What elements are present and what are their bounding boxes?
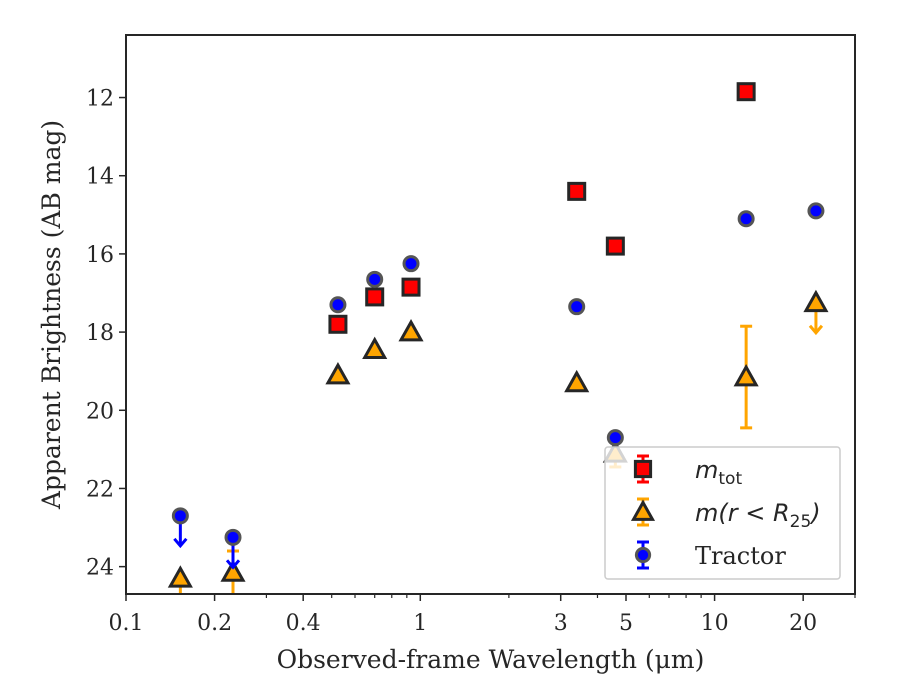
point-marker: [803, 289, 829, 313]
upper-limit-arrowhead: [808, 324, 824, 336]
legend-box: [604, 446, 841, 580]
upper-limit-arrowhead: [225, 559, 241, 570]
x-tick-label: 1: [413, 611, 427, 636]
y-axis-label: Apparent Brightness (AB mag): [37, 120, 66, 510]
plot-frame: [125, 34, 856, 595]
point-marker: [736, 82, 756, 102]
y-tick-label: 22: [86, 477, 114, 502]
point-marker: [362, 336, 388, 359]
series-m-r-r-25-: [167, 289, 829, 594]
legend-entry: Tractor: [634, 540, 786, 570]
legend-label: m(r < R25): [695, 499, 821, 532]
x-tick-label: 0.1: [109, 611, 144, 636]
point-marker: [633, 459, 653, 479]
point-marker: [630, 499, 656, 521]
series-tractor: [171, 202, 825, 570]
point-marker: [733, 363, 759, 387]
point-marker: [398, 319, 424, 342]
legend-entry: mtot: [633, 454, 742, 489]
point-marker: [807, 202, 825, 220]
legend-label: Tractor: [695, 542, 786, 570]
point-marker: [365, 287, 385, 307]
x-tick-label: 20: [789, 611, 817, 636]
series-m-tot: [328, 82, 756, 334]
x-tick-label: 0.4: [286, 611, 321, 636]
point-marker: [737, 210, 755, 228]
point-marker: [564, 369, 590, 393]
y-tick-label: 14: [86, 165, 114, 190]
point-marker: [171, 507, 189, 525]
x-axis-label: Observed-frame Wavelength (μm): [277, 645, 705, 674]
x-tick-label: 0.2: [197, 611, 232, 636]
point-marker: [401, 277, 421, 297]
x-tick-label: 5: [619, 611, 633, 636]
point-marker: [634, 546, 652, 564]
axis-ticks: 0.1 0.2 0.4 1 3 5 10 20 12 14 16 18 20 22 24: [86, 87, 856, 636]
x-tick-label: 10: [701, 611, 729, 636]
point-marker: [366, 270, 384, 288]
y-tick-label: 18: [86, 321, 114, 346]
y-tick-label: 20: [86, 399, 114, 424]
plot-points: [167, 82, 829, 594]
point-marker: [167, 565, 193, 588]
y-tick-label: 12: [86, 87, 114, 112]
point-marker: [328, 314, 348, 334]
legend-label: mtot: [695, 456, 742, 489]
point-marker: [606, 429, 624, 447]
x-tick-label: 3: [554, 611, 568, 636]
y-tick-label: 16: [86, 243, 114, 268]
point-marker: [402, 255, 420, 273]
plot-area: [167, 82, 829, 594]
legend: mtot m(r < R25) Tractor: [604, 446, 841, 580]
point-marker: [605, 236, 625, 256]
point-marker: [329, 296, 347, 314]
point-marker: [224, 528, 242, 546]
point-marker: [220, 559, 246, 582]
point-marker: [567, 181, 587, 201]
point-marker: [568, 298, 586, 316]
legend-entry: m(r < R25): [630, 497, 821, 532]
upper-limit-arrowhead: [173, 537, 188, 549]
y-tick-label: 24: [86, 556, 114, 581]
point-marker: [325, 362, 351, 385]
